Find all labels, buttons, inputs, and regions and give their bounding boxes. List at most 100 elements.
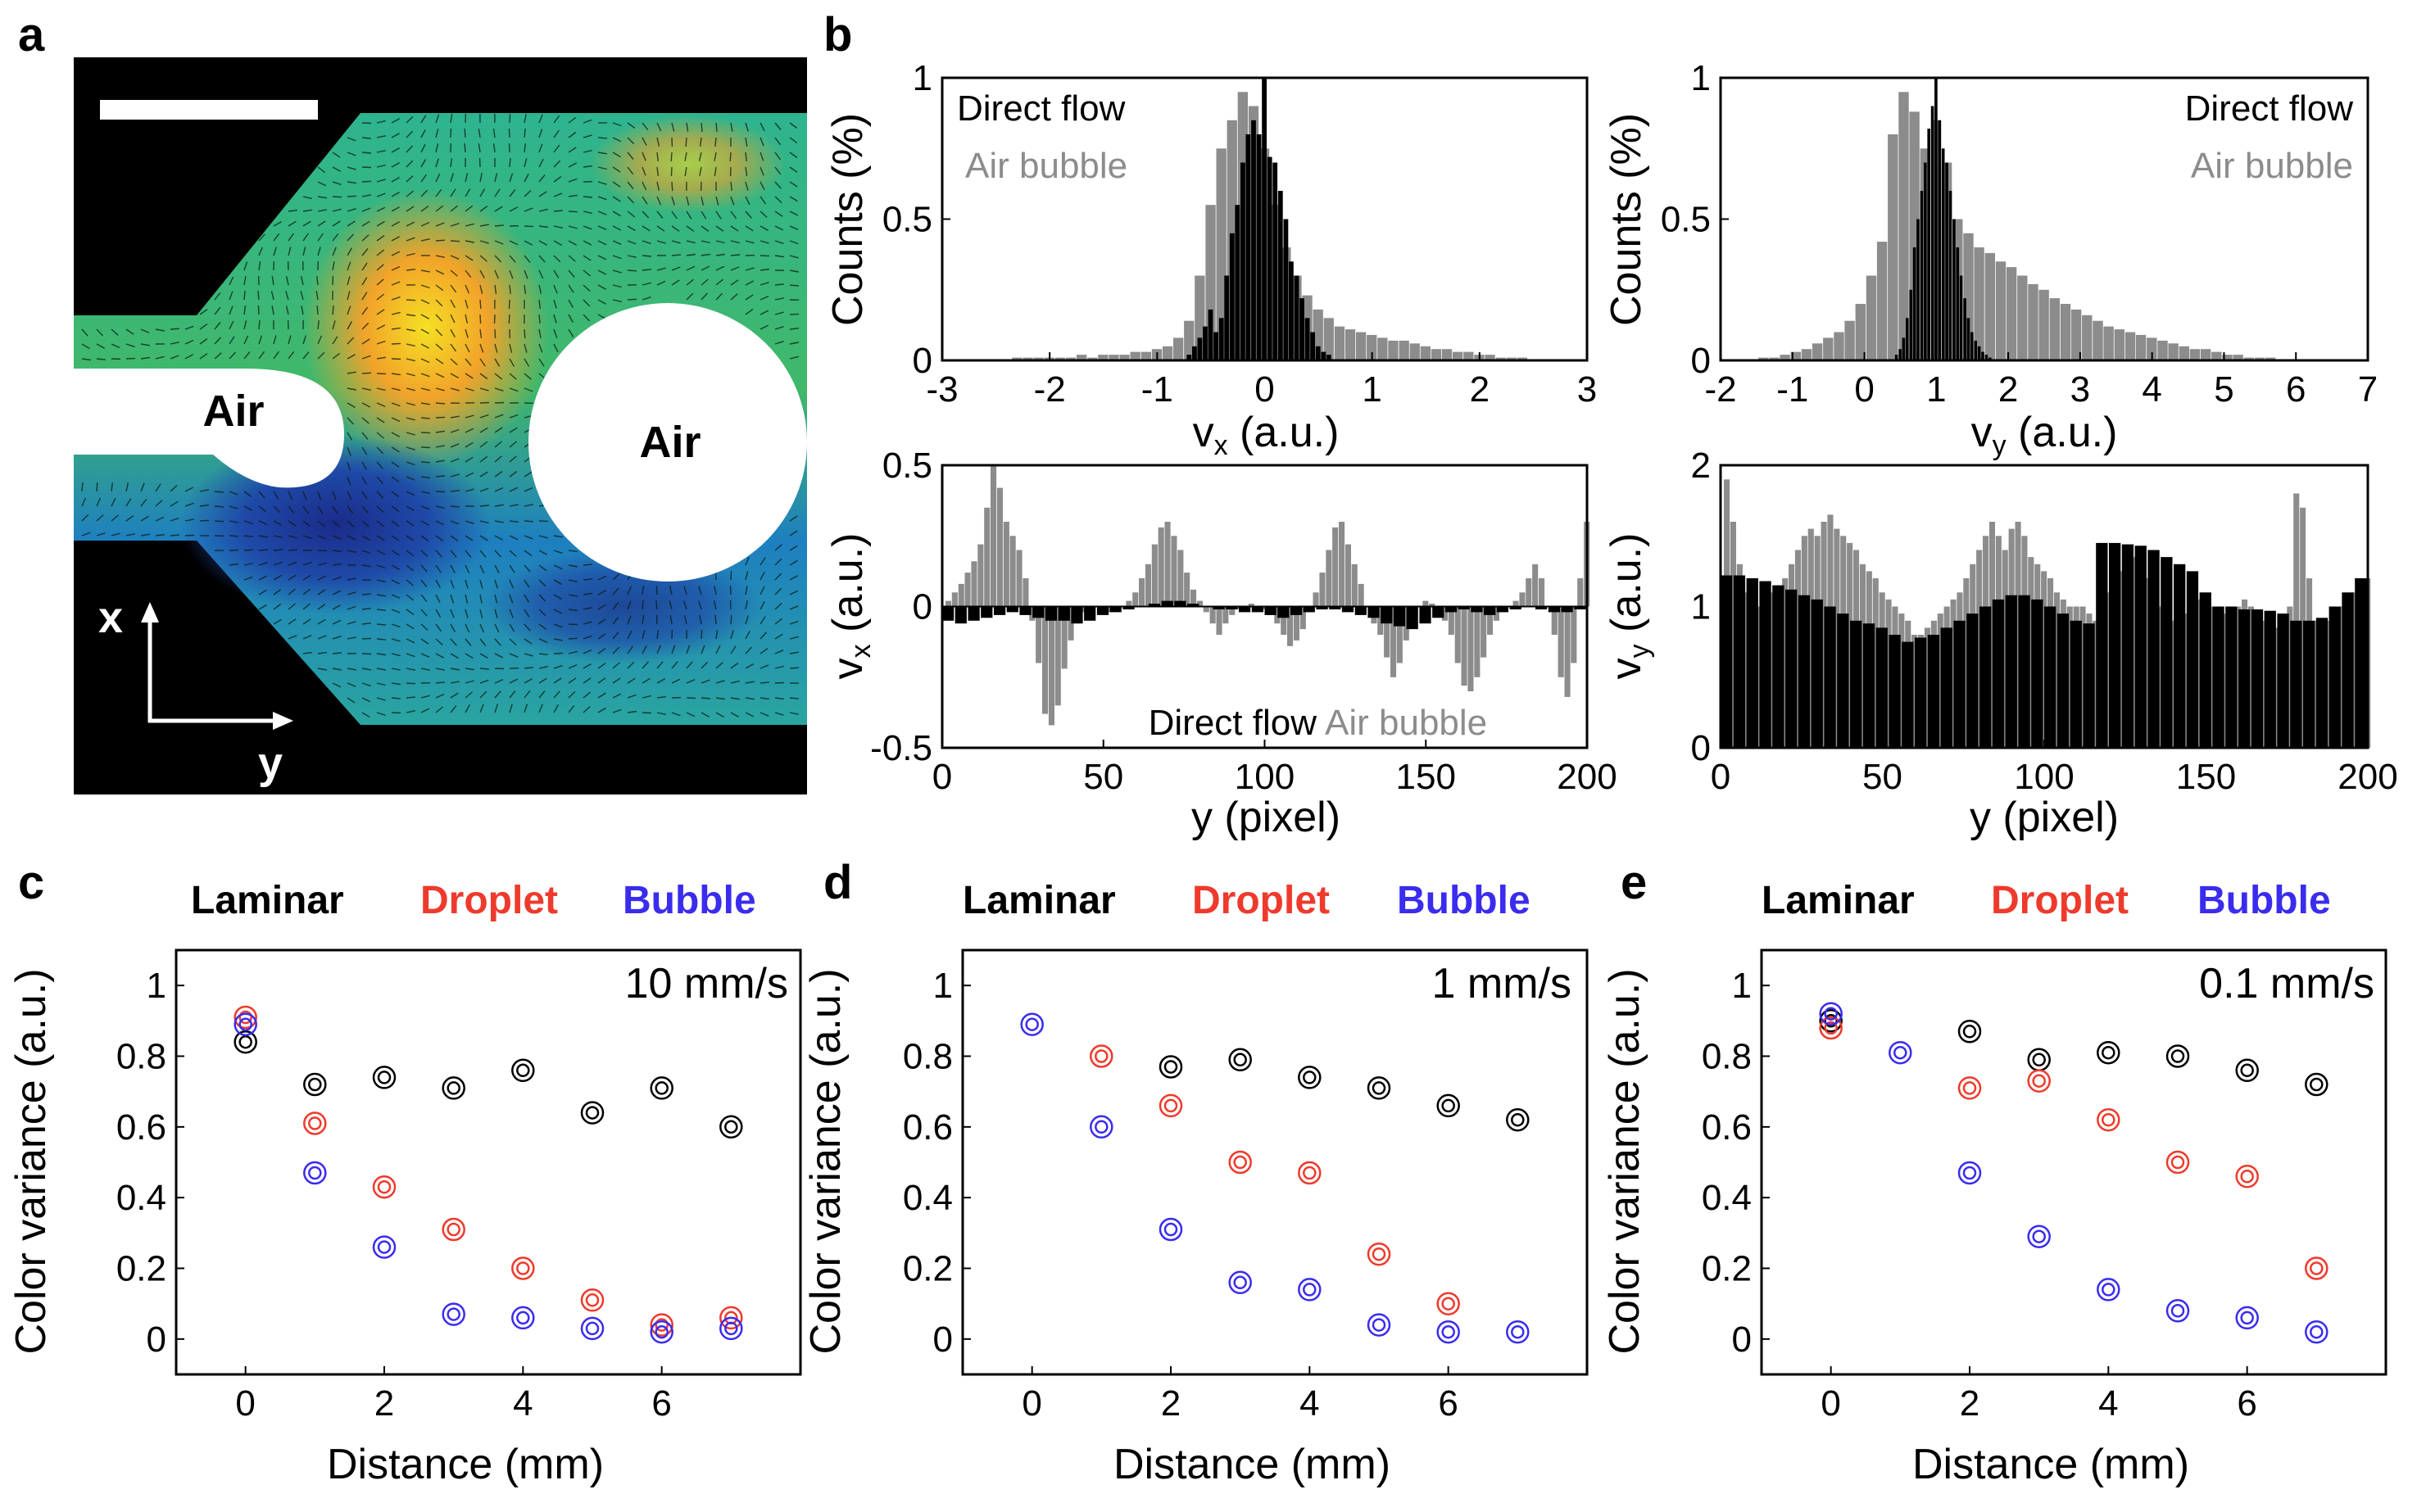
velocity-arrow <box>508 128 510 138</box>
histogram-vy-legend-bubble: Air bubble <box>2191 146 2353 186</box>
velocity-arrow <box>745 122 749 132</box>
velocity-arrow <box>332 590 342 595</box>
b_profile_vx-air-bubble-bar <box>1390 606 1397 677</box>
b_hist_vx-direct-flow-bar <box>1315 346 1321 361</box>
point-outer-ring <box>1367 1242 1391 1266</box>
velocity-arrow <box>612 196 621 202</box>
e_scatter-droplet-point <box>2235 1165 2259 1188</box>
velocity-arrow <box>538 225 548 229</box>
velocity-arrow <box>583 677 592 684</box>
velocity-arrow <box>391 251 401 256</box>
e_scatter-laminar-point <box>2097 1040 2120 1065</box>
b_hist_vy-air-bubble-bar <box>1984 252 1995 360</box>
velocity-arrow <box>627 269 637 272</box>
panel-label-d: d <box>823 856 852 909</box>
velocity-arrow <box>332 181 342 186</box>
velocity-arrow <box>376 135 386 138</box>
velocity-arrow <box>332 550 342 552</box>
velocity-hotspot-secondary <box>590 115 787 213</box>
velocity-arrow <box>479 427 488 433</box>
point-inner-ring <box>1303 1071 1317 1084</box>
scatter-c-legend-droplet: Droplet <box>420 879 558 922</box>
velocity-arrow <box>789 590 799 595</box>
axis-label-y: y <box>258 739 283 788</box>
velocity-arrow <box>656 137 660 147</box>
b_profile_vx-direct-flow-bar <box>1187 604 1199 607</box>
point-outer-ring <box>1020 1012 1044 1036</box>
velocity-arrow <box>435 623 442 632</box>
velocity-arrow <box>465 488 474 492</box>
velocity-arrow <box>538 358 545 367</box>
point-outer-ring <box>303 1072 327 1097</box>
point-outer-ring <box>1159 1217 1183 1242</box>
c_scatter-laminar-point <box>303 1072 327 1097</box>
velocity-arrow <box>538 638 548 643</box>
velocity-arrow <box>288 505 295 514</box>
scatter-c-points <box>234 1005 743 1344</box>
b_profile_vx-air-bubble-bar <box>1461 606 1467 686</box>
point-outer-ring <box>1090 1044 1113 1068</box>
b_hist_vx-direct-flow-bar <box>1299 298 1304 360</box>
b_hist_vy-air-bubble-bar <box>2093 320 2103 360</box>
b_hist_vy-air-bubble-bar <box>2060 304 2071 360</box>
velocity-arrow <box>288 561 297 566</box>
b_profile_vy-direct-flow-bar <box>2056 613 2070 748</box>
b_hist_vx-direct-flow-bar <box>1240 162 1245 360</box>
velocity-arrow <box>553 328 558 338</box>
velocity-arrow <box>376 278 384 286</box>
velocity-arrow <box>789 530 798 536</box>
velocity-arrow <box>111 358 121 360</box>
b_profile_vx-air-bubble-bar <box>1081 606 1087 613</box>
b_profile_vx-direct-flow-bar <box>1341 606 1354 613</box>
velocity-arrow <box>714 137 717 147</box>
scatter-d-points <box>1020 1012 1530 1344</box>
velocity-arrow <box>612 601 619 610</box>
b_hist_vx-xtick-label: 3 <box>1577 369 1597 410</box>
b_hist_vy-xtick-label: 3 <box>2070 369 2090 410</box>
velocity-arrow <box>214 520 224 523</box>
point-outer-ring <box>303 1111 327 1135</box>
point-outer-ring <box>650 1320 673 1344</box>
b_hist_vx-air-bubble-bar <box>1323 318 1334 361</box>
velocity-arrow <box>391 191 400 197</box>
velocity-arrow <box>538 240 547 246</box>
b_profile_vx-air-bubble-bar <box>1216 606 1222 635</box>
b_hist_vy-direct-flow-bar <box>1966 318 1970 361</box>
velocity-arrow <box>361 402 371 408</box>
b_hist_vx-direct-flow-bar <box>1321 351 1326 360</box>
b_profile_vy-air-bubble-bar <box>2247 606 2254 748</box>
b_profile_vy-direct-flow-bar <box>2303 620 2315 749</box>
b_hist_vx-air-bubble-bar <box>1356 332 1367 360</box>
b_profile_vx-air-bubble-bar <box>1571 606 1577 663</box>
velocity-arrow <box>420 520 430 526</box>
b_hist_vy-air-bubble-bar <box>1790 351 1801 360</box>
point-outer-ring <box>1298 1066 1322 1089</box>
point-outer-ring <box>1228 1150 1252 1175</box>
velocity-arrow <box>524 143 526 153</box>
velocity-arrow <box>302 635 312 640</box>
velocity-arrow <box>509 609 514 618</box>
velocity-arrow <box>125 343 135 348</box>
velocity-arrow <box>243 320 247 330</box>
b_profile_vx-direct-flow-bar <box>1406 606 1418 630</box>
b_hist_vy-air-bubble-bar <box>2254 357 2265 360</box>
velocity-arrow <box>553 192 563 197</box>
b_profile_vy-air-bubble-bar <box>1976 550 1983 748</box>
point-inner-ring <box>655 1324 669 1339</box>
velocity-arrow <box>435 445 445 448</box>
velocity-arrow <box>730 570 732 581</box>
velocity-arrow <box>376 249 385 256</box>
point-inner-ring <box>1372 1081 1386 1095</box>
velocity-arrow <box>258 491 265 499</box>
b_hist_vx-direct-flow-bar <box>1256 134 1262 360</box>
b_profile_vx-direct-flow-bar <box>1496 606 1508 613</box>
b_profile_vx-xtick-label: 200 <box>1557 757 1617 797</box>
point-inner-ring <box>447 1081 460 1095</box>
c_scatter-ytick-label: 0 <box>147 1320 166 1360</box>
velocity-arrow <box>789 196 798 202</box>
velocity-arrow <box>671 122 675 132</box>
b_profile_vx-xtick-label: 150 <box>1396 757 1456 797</box>
velocity-arrow <box>465 456 474 463</box>
velocity-arrow <box>642 630 646 640</box>
